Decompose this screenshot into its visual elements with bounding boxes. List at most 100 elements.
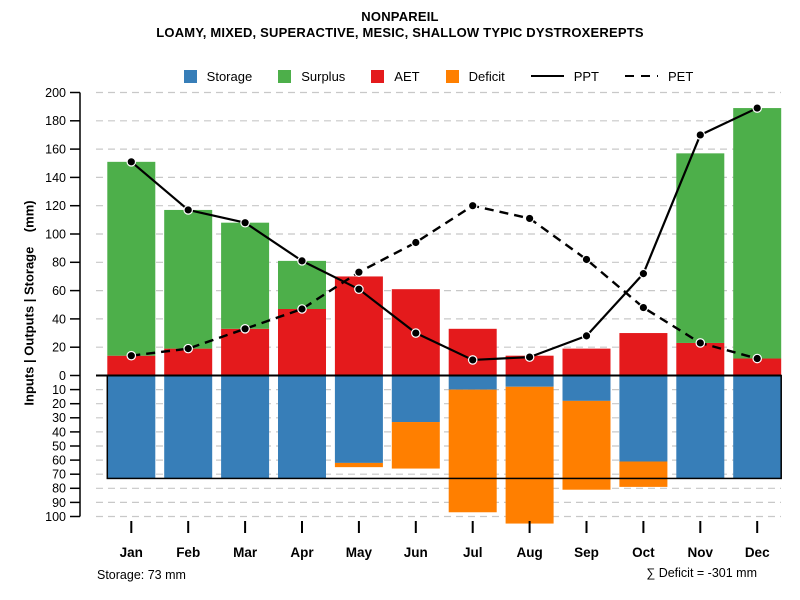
storage-bar <box>676 375 725 479</box>
page-subtitle: LOAMY, MIXED, SUPERACTIVE, MESIC, SHALLO… <box>156 25 644 40</box>
legend-item-aet: AET <box>371 68 420 84</box>
month-label: Jun <box>404 545 428 560</box>
storage-bar <box>221 375 270 479</box>
month-label: Aug <box>516 545 542 560</box>
deficit-bar <box>562 400 611 490</box>
y-tick-label: 100 <box>45 227 66 241</box>
y-tick-label: 40 <box>52 425 66 439</box>
ppt-point <box>524 352 535 362</box>
deficit-bar <box>334 462 383 468</box>
pet-point <box>581 254 592 265</box>
month-label: Jul <box>463 545 483 560</box>
y-tick-label: 200 <box>45 86 66 100</box>
pet-point <box>297 304 307 314</box>
y-tick-label: 50 <box>52 439 66 453</box>
month-label: Feb <box>176 545 200 560</box>
ppt-point <box>183 205 193 215</box>
y-tick-label: 10 <box>52 383 66 397</box>
aet-bar <box>505 355 554 376</box>
legend: Storage Surplus AET Deficit PPT PET <box>96 66 781 86</box>
storage-bar <box>505 375 554 387</box>
legend-item-deficit: Deficit <box>445 68 505 84</box>
y-tick-label: 160 <box>45 142 66 156</box>
surplus-bar <box>107 161 156 356</box>
y-tick-label: 180 <box>45 114 66 128</box>
ppt-line <box>130 107 758 362</box>
sum-deficit-annotation: ∑ Deficit = -301 mm <box>646 566 757 580</box>
pet-point <box>752 353 762 364</box>
aet-bar <box>278 308 326 376</box>
y-tick-label: 40 <box>52 312 66 326</box>
y-tick-label: 0 <box>59 369 66 383</box>
ppt-point <box>297 256 307 266</box>
y-tick-label: 60 <box>52 284 66 298</box>
ppt-point <box>581 331 592 341</box>
pet-point <box>410 237 421 248</box>
legend-label: Deficit <box>468 68 505 84</box>
y-tick-label: 60 <box>52 453 66 467</box>
storage-bar <box>733 375 782 479</box>
pet-point <box>695 338 706 348</box>
ppt-point <box>354 284 364 294</box>
storage-bar <box>107 375 156 479</box>
legend-swatch-aet <box>371 69 385 83</box>
surplus-bar <box>164 209 213 349</box>
pet-line <box>131 204 758 360</box>
y-tick-label: 80 <box>52 256 66 270</box>
legend-swatch-surplus <box>278 69 292 83</box>
aet-bar <box>107 355 156 376</box>
month-label: Oct <box>632 545 655 560</box>
deficit-bar <box>505 386 554 524</box>
storage-bar <box>391 375 440 423</box>
ppt-point <box>467 355 478 365</box>
y-tick-label: 20 <box>52 397 66 411</box>
legend-item-storage: Storage <box>183 68 253 84</box>
legend-dashed-line-sample <box>625 74 659 78</box>
pet-point <box>524 213 535 224</box>
storage-bar <box>334 375 383 463</box>
deficit-bar <box>448 389 497 513</box>
pet-point <box>638 302 649 313</box>
ppt-point <box>638 268 649 279</box>
storage-bar <box>448 375 497 390</box>
surplus-bar <box>676 153 725 343</box>
month-label: Jan <box>120 545 143 560</box>
ppt-point <box>240 217 250 228</box>
pet-point <box>467 200 478 211</box>
ppt-point <box>695 130 706 140</box>
legend-label: PET <box>668 68 694 84</box>
y-tick-label: 20 <box>52 341 66 355</box>
y-tick-label: 140 <box>45 171 66 185</box>
deficit-bar <box>391 422 440 469</box>
aet-bar <box>733 358 782 376</box>
y-tick-label: 80 <box>52 482 66 496</box>
storage-bar <box>562 375 611 401</box>
month-label: Nov <box>688 545 714 560</box>
legend-label: PPT <box>573 68 600 84</box>
surplus-bar <box>733 108 782 359</box>
legend-item-pet: PET <box>625 69 693 84</box>
aet-bar <box>562 348 611 376</box>
surplus-bar <box>221 222 270 329</box>
legend-item-surplus: Surplus <box>278 69 345 84</box>
y-tick-label: 30 <box>52 411 66 425</box>
legend-swatch-storage <box>183 69 197 83</box>
legend-label: AET <box>394 68 420 84</box>
month-label: Dec <box>745 545 770 560</box>
storage-bar <box>164 375 213 479</box>
storage-bar <box>619 375 668 462</box>
legend-item-ppt: PPT <box>530 68 600 84</box>
legend-label: Surplus <box>301 68 346 84</box>
y-tick-label: 70 <box>52 468 66 482</box>
legend-label: Storage <box>206 68 253 84</box>
pet-point <box>354 267 364 278</box>
ppt-point <box>126 157 137 167</box>
legend-swatch-deficit <box>445 69 459 83</box>
y-tick-label: 120 <box>45 199 66 213</box>
ppt-point <box>410 328 421 338</box>
month-label: Apr <box>290 545 314 560</box>
deficit-bar <box>619 461 668 487</box>
y-tick-label: 90 <box>52 496 66 510</box>
